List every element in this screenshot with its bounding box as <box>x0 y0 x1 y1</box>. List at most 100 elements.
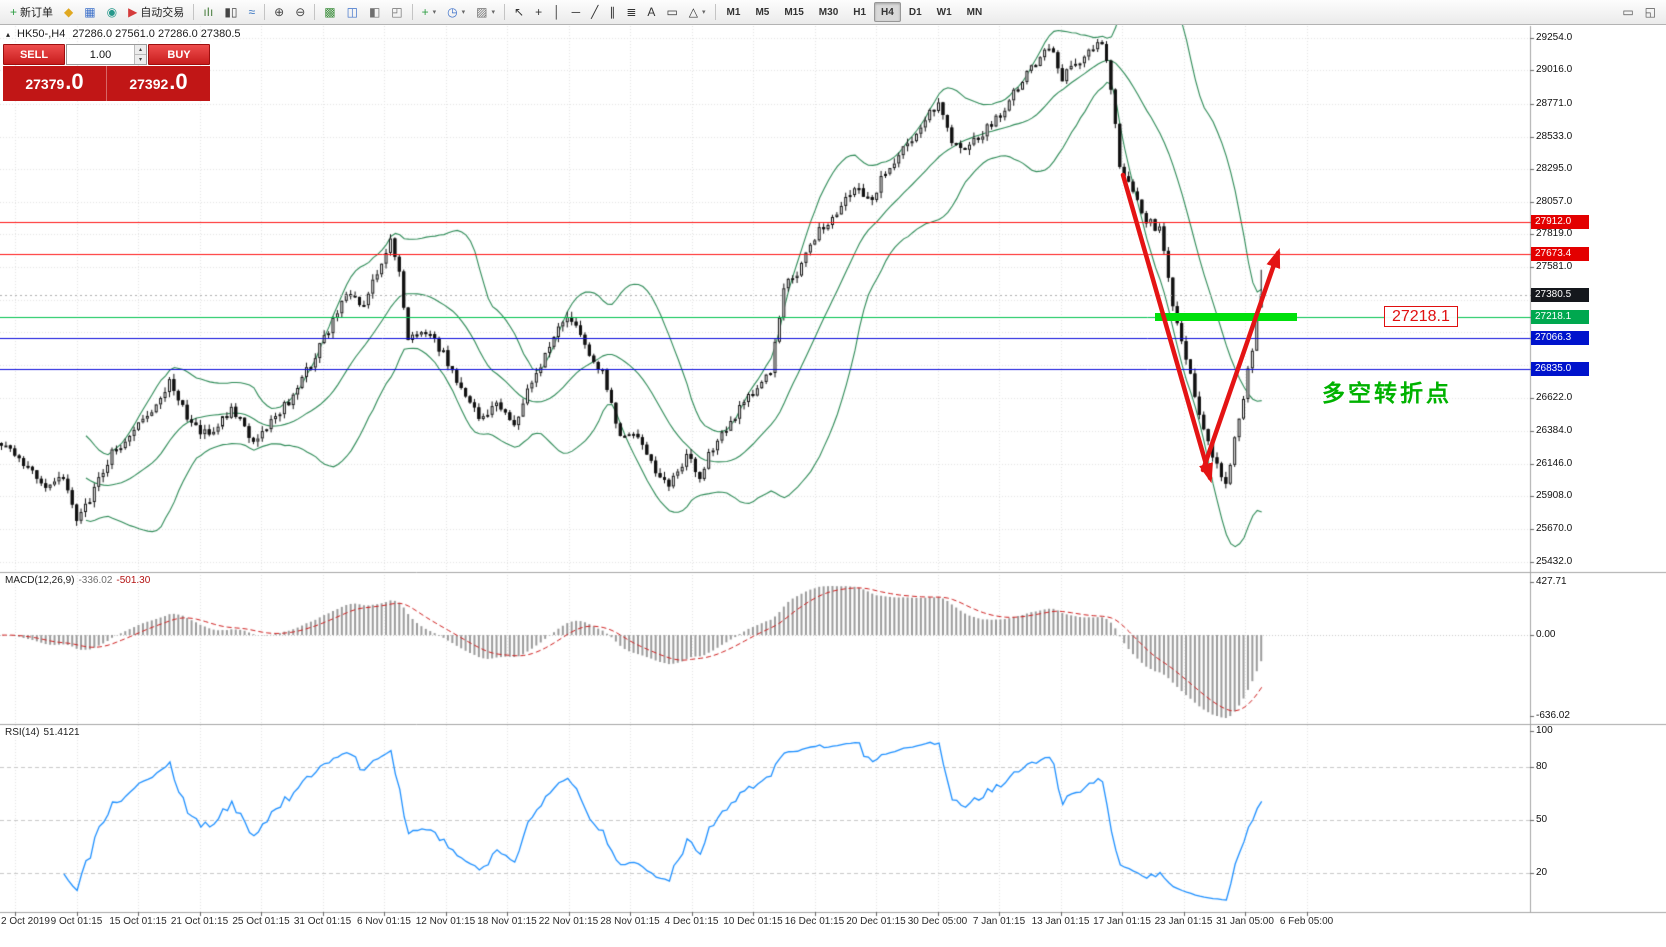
channel-icon-glyph: ∥ <box>609 5 616 19</box>
new-order-glyph: + <box>10 5 18 19</box>
chevron-down-icon: ▾ <box>461 9 466 16</box>
toolbar-separator <box>314 4 316 20</box>
toolbar-separator <box>714 4 716 20</box>
text-tool-icon-glyph: A <box>647 5 656 19</box>
timeframe-m5-button[interactable]: M5 <box>748 2 776 22</box>
new-chart-icon[interactable]: ▩ <box>319 2 340 22</box>
vertical-line-icon[interactable]: │ <box>548 2 566 22</box>
timeframe-h1-button[interactable]: H1 <box>846 2 873 22</box>
timeframe-m30-button[interactable]: M30 <box>812 2 845 22</box>
panel-separator-timeaxis[interactable] <box>0 910 1666 915</box>
new-order-button-label: 新订单 <box>20 7 54 19</box>
time-axis[interactable] <box>0 912 1666 944</box>
panel-separator-macd[interactable] <box>0 570 1666 575</box>
sell-price-main: 27379 <box>25 76 65 92</box>
templates-button[interactable]: ▨ ▾ <box>471 2 500 22</box>
zoom-in-icon-glyph: ⊕ <box>274 5 285 19</box>
volume-up-button[interactable]: ▴ <box>134 45 146 55</box>
line-chart-icon[interactable]: ≈ <box>244 2 261 22</box>
marketwatch-icon-glyph: ◆ <box>64 5 74 19</box>
periods-glyph: ◷ <box>447 5 458 19</box>
chevron-down-icon: ▾ <box>432 9 437 16</box>
timeframe-mn-button[interactable]: MN <box>960 2 990 22</box>
chevron-down-icon: ▾ <box>491 9 496 16</box>
turning-point-label: 多空转折点 <box>1322 380 1452 406</box>
indicators-button[interactable]: + ▾ <box>417 2 442 22</box>
buy-button[interactable]: BUY <box>148 44 210 65</box>
timeframe-m1-button[interactable]: M1 <box>720 2 748 22</box>
chevron-down-icon: ▾ <box>702 9 706 16</box>
crosshair-icon[interactable]: + <box>530 2 547 22</box>
shapes-button[interactable]: △ ▾ <box>684 2 711 22</box>
timeframe-h4-button[interactable]: H4 <box>874 2 901 22</box>
indicators-glyph: + <box>421 5 429 19</box>
cursor-icon[interactable]: ↖ <box>509 2 529 22</box>
timeframe-d1-button[interactable]: D1 <box>902 2 929 22</box>
sell-price-frac: .0 <box>65 69 84 94</box>
channel-icon[interactable]: ∥ <box>604 2 620 22</box>
horizontal-line-icon[interactable]: ─ <box>567 2 586 22</box>
zoom-in-icon[interactable]: ⊕ <box>269 2 289 22</box>
candlestick-chart-icon-glyph: ▮▯ <box>224 5 238 19</box>
auto-trading-glyph: ▶ <box>128 5 138 19</box>
buy-price-frac: .0 <box>169 69 188 94</box>
text-tool-icon[interactable]: A <box>642 2 660 22</box>
marketwatch-icon[interactable]: ◆ <box>59 2 78 22</box>
timeframe-m15-button[interactable]: M15 <box>777 2 810 22</box>
refresh-icon[interactable]: ◉ <box>102 2 122 22</box>
symbol-name: HK50-,H4 <box>17 28 66 40</box>
timeframe-w1-button[interactable]: W1 <box>930 2 959 22</box>
buy-price-main: 27392 <box>129 76 169 92</box>
toolbar: + 新订单 ◆ ▦ ◉ ▶ 自动交易 ıIı ▮▯ ≈ ⊕ ⊖ ▩ ◫ ◧ ◰ + ▾ ◷ ▾ ▨ ▾ ↖ + │ ─ ╱ ∥ ≣ A ▭ △… <box>0 0 1666 25</box>
price-axis[interactable] <box>1530 26 1666 912</box>
toolbar-separator <box>264 4 266 20</box>
zoom-out-icon-glyph: ⊖ <box>295 5 306 19</box>
refresh-icon-glyph: ◉ <box>106 5 118 19</box>
toolbar-separator <box>504 4 506 20</box>
new-chart-icon-glyph: ▩ <box>324 5 336 19</box>
trendline-icon-glyph: ╱ <box>591 5 599 19</box>
candlestick-chart-icon[interactable]: ▮▯ <box>219 2 242 22</box>
arrange-windows-icon-glyph: ◰ <box>391 5 403 19</box>
volume-control: ▴ ▾ <box>66 44 147 65</box>
navigator-icon-glyph: ▦ <box>84 5 96 19</box>
navigator-icon[interactable]: ▦ <box>79 2 100 22</box>
sell-button[interactable]: SELL <box>3 44 65 65</box>
buy-price[interactable]: 27392 .0 <box>107 66 210 101</box>
new-order-button[interactable]: + 新订单 <box>5 2 58 22</box>
auto-trading-button[interactable]: ▶ 自动交易 <box>123 2 189 22</box>
label-tool-icon-glyph: ▭ <box>666 5 678 19</box>
shapes-glyph: △ <box>688 5 699 19</box>
bar-chart-icon-glyph: ıIı <box>203 5 214 19</box>
volume-input[interactable] <box>67 45 134 64</box>
symbol-info: ▴ HK50-,H4 27286.0 27561.0 27286.0 27380… <box>6 28 241 40</box>
vertical-line-icon-glyph: │ <box>553 5 561 19</box>
zoom-out-icon[interactable]: ⊖ <box>290 2 310 22</box>
cascade-windows-icon[interactable]: ◧ <box>364 2 385 22</box>
chart-restore-icon-glyph: ◱ <box>1644 5 1656 19</box>
periods-button[interactable]: ◷ ▾ <box>442 2 470 22</box>
label-tool-icon[interactable]: ▭ <box>661 2 682 22</box>
price-callout: 27218.1 <box>1384 306 1458 327</box>
tile-windows-icon-glyph: ◫ <box>346 5 358 19</box>
arrange-windows-icon[interactable]: ◰ <box>386 2 407 22</box>
templates-glyph: ▨ <box>476 5 488 19</box>
bar-chart-icon[interactable]: ıIı <box>198 2 218 22</box>
trendline-icon[interactable]: ╱ <box>586 2 603 22</box>
fibonacci-icon-glyph: ≣ <box>626 5 637 19</box>
sell-price[interactable]: 27379 .0 <box>3 66 107 101</box>
chart-minimize-icon-glyph: ▭ <box>1622 5 1634 19</box>
line-chart-icon-glyph: ≈ <box>248 5 256 19</box>
fibonacci-icon[interactable]: ≣ <box>621 2 641 22</box>
panel-separator-rsi[interactable] <box>0 722 1666 727</box>
chart-minimize-icon[interactable]: ▭ <box>1617 2 1638 22</box>
toolbar-separator <box>193 4 195 20</box>
one-click-toggle-icon[interactable]: ▴ <box>6 29 11 39</box>
volume-down-button[interactable]: ▾ <box>134 55 146 64</box>
horizontal-line-icon-glyph: ─ <box>571 5 581 19</box>
tile-windows-icon[interactable]: ◫ <box>342 2 363 22</box>
chart-restore-icon[interactable]: ◱ <box>1640 2 1661 22</box>
auto-trading-button-label: 自动交易 <box>140 7 185 19</box>
